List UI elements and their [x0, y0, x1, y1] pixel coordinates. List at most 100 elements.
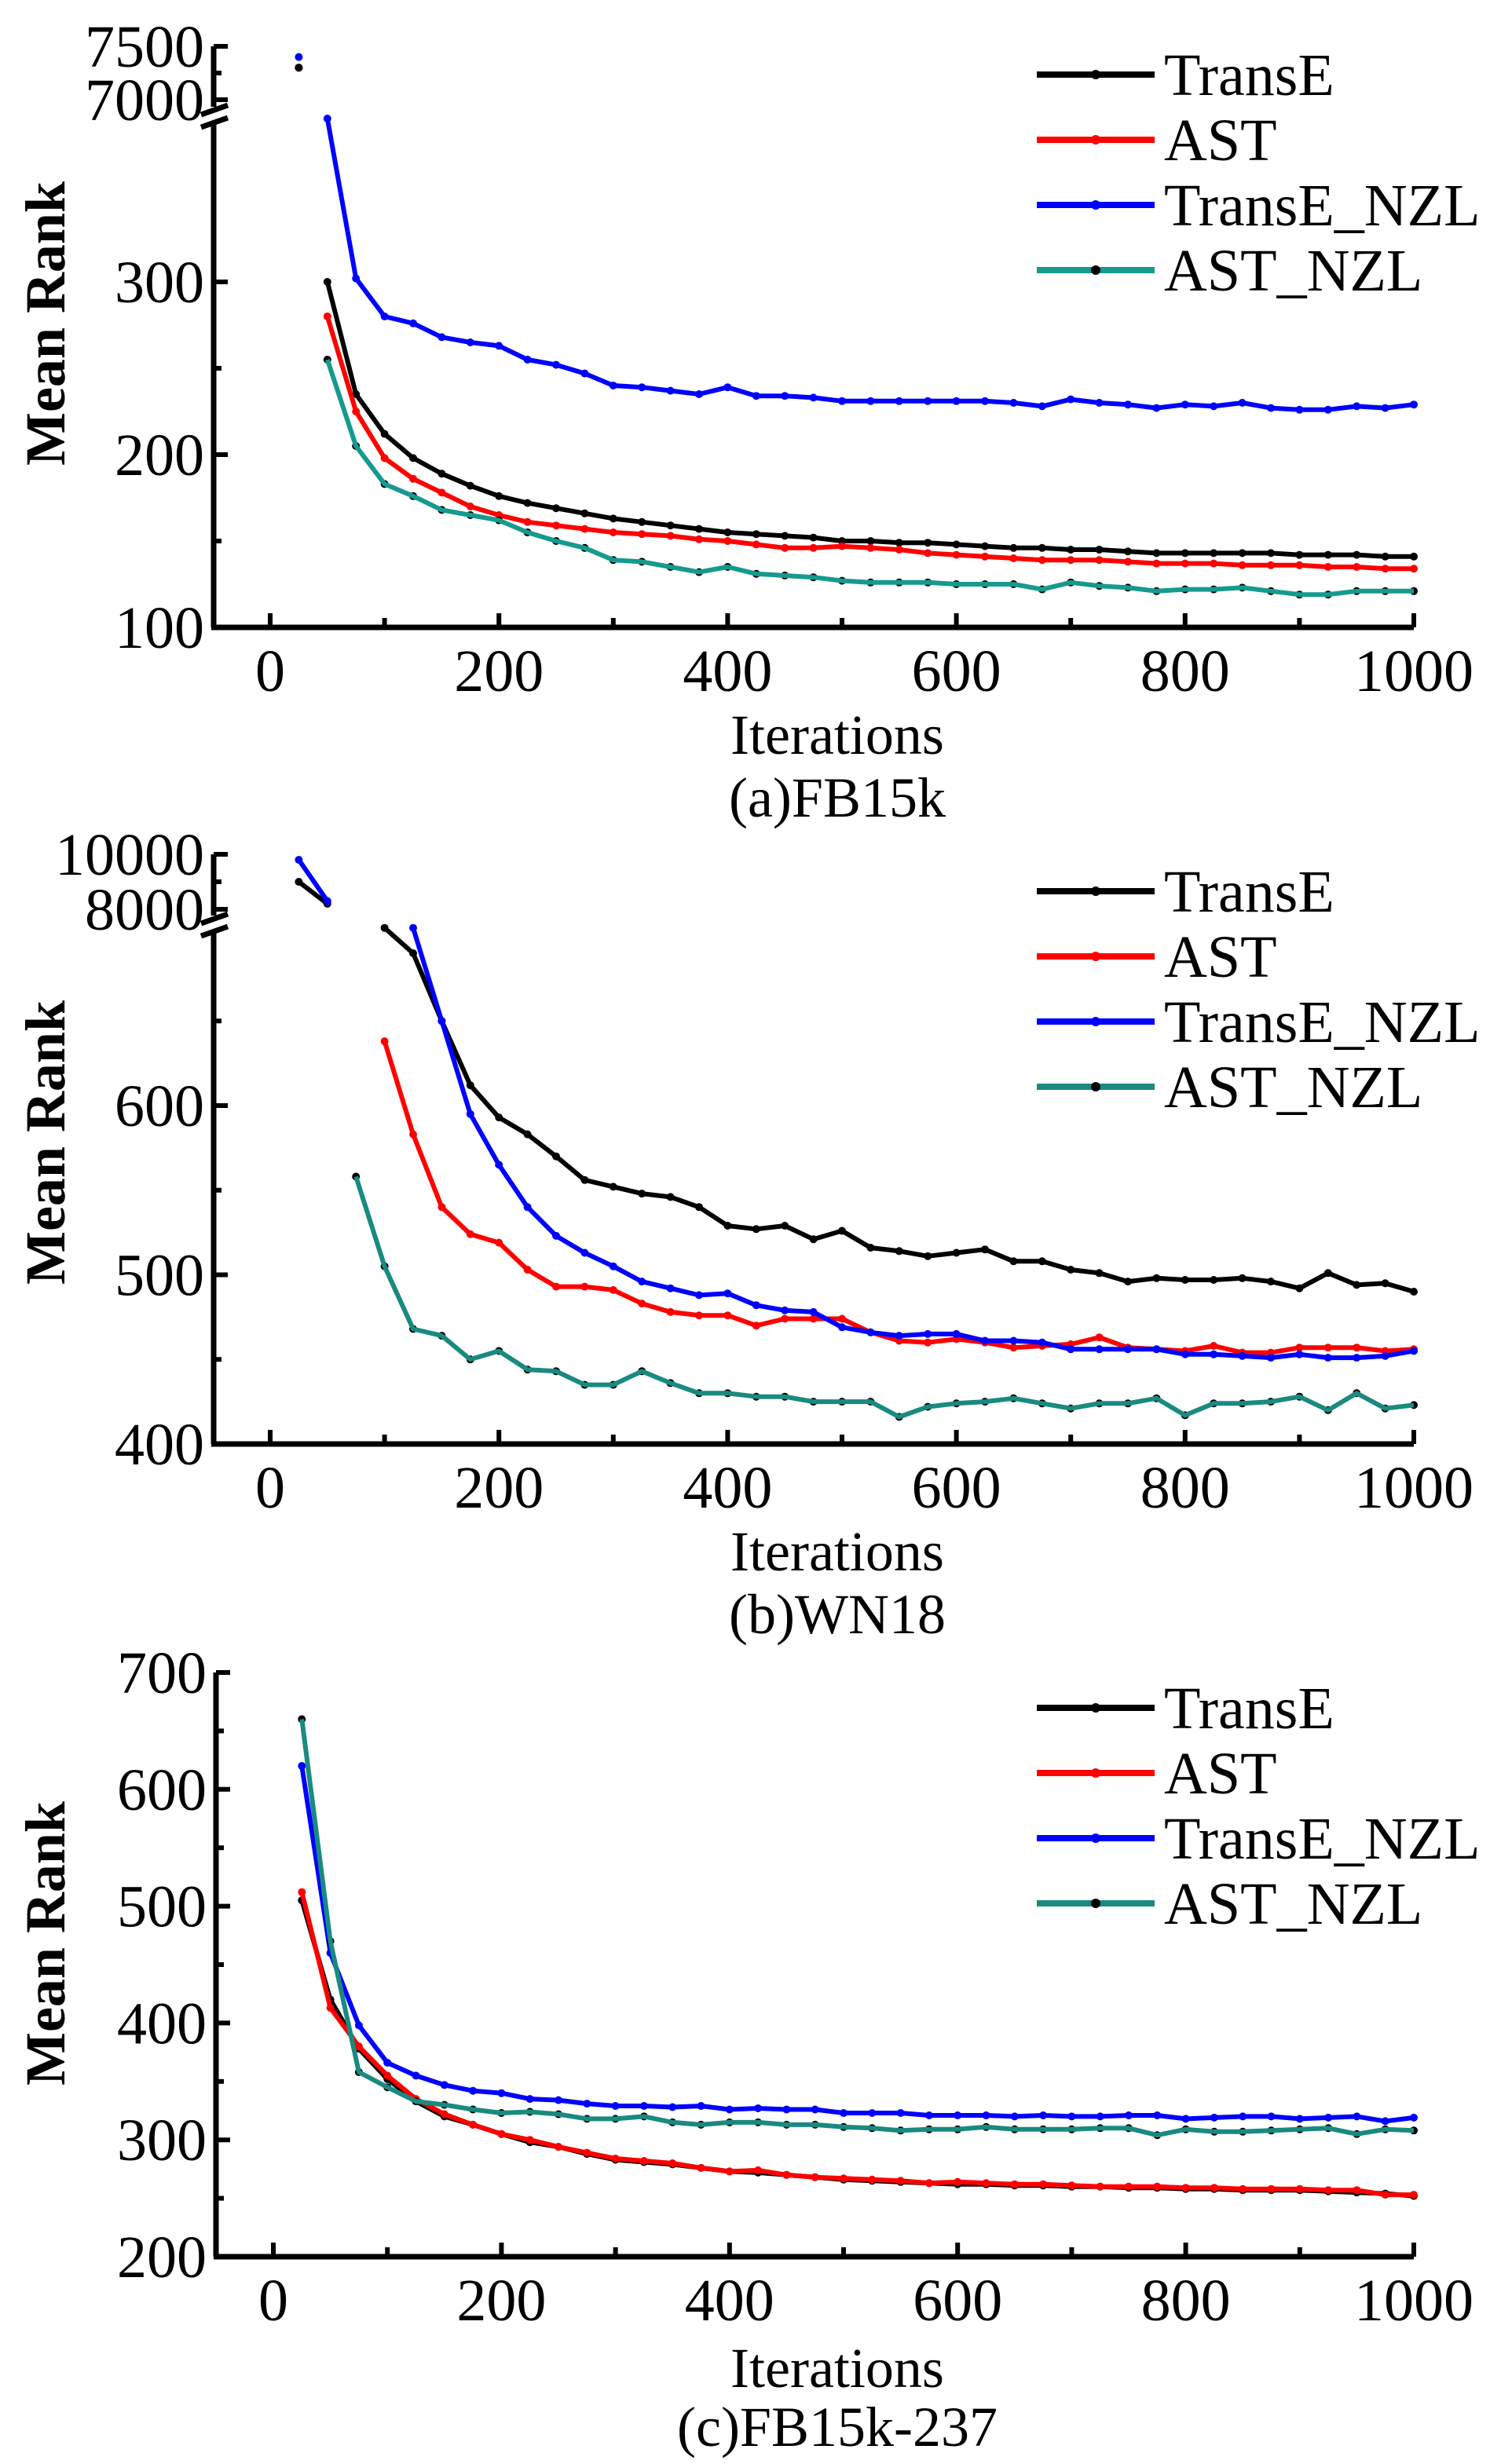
series-line [411, 927, 1415, 1361]
legend-marker [1091, 1768, 1100, 1778]
legend-label: AST [1164, 924, 1277, 990]
x-tick-label: 200 [454, 638, 544, 704]
axis-break-mark [200, 923, 229, 939]
y-tick-label: 7000 [85, 68, 204, 133]
y-tick-label: 500 [115, 1243, 204, 1309]
legend-item: AST [1037, 924, 1277, 990]
series-ast-nzl [352, 1172, 1418, 1421]
legend-item: AST_NZL [1037, 238, 1422, 304]
axis-break-mark [200, 102, 229, 118]
chart-caption: (c)FB15k-237 [677, 2396, 998, 2459]
legend-marker [1091, 200, 1100, 210]
y-tick-label: 200 [117, 2225, 207, 2290]
series-line [299, 1719, 1415, 2138]
legend-item: TransE_NZL [1037, 1806, 1481, 1872]
series-ast [295, 64, 1418, 573]
legend-label: TransE_NZL [1164, 1806, 1481, 1872]
x-tick-label: 800 [1140, 638, 1230, 704]
chart-caption: (a)FB15k [729, 766, 946, 829]
y-tick-label: 600 [117, 1757, 207, 1823]
legend-item: TransE [1037, 859, 1334, 925]
x-tick-label: 200 [454, 1455, 544, 1521]
x-tick-label: 1000 [1354, 2268, 1474, 2334]
y-tick-label: 700 [117, 1640, 207, 1706]
x-tick-label: 600 [913, 2268, 1002, 2334]
legend-item: AST [1037, 108, 1277, 174]
series-transe-nzl [298, 1762, 1418, 2126]
series-line [297, 879, 329, 906]
axis-break-mark [200, 911, 229, 927]
legend-marker [1091, 265, 1100, 275]
series-transe [298, 1896, 1418, 2200]
y-tick-label: 8000 [85, 877, 204, 943]
y-axis-title: Mean Rank [14, 181, 77, 466]
x-axis-title: Iterations [730, 1520, 944, 1583]
legend-label: AST_NZL [1164, 1871, 1422, 1937]
legend-label: TransE_NZL [1164, 173, 1481, 239]
data-point [295, 53, 303, 61]
legend-label: TransE_NZL [1164, 989, 1481, 1055]
data-point [295, 64, 303, 72]
series-ast [298, 1888, 1418, 2199]
legend-marker [1091, 1703, 1100, 1713]
legend-label: AST [1164, 1741, 1277, 1807]
x-tick-label: 800 [1140, 1455, 1230, 1521]
legend-item: AST [1037, 1741, 1277, 1807]
x-tick-label: 800 [1141, 2268, 1231, 2334]
legend-marker [1091, 1082, 1100, 1091]
legend-marker [1091, 70, 1100, 79]
x-tick-label: 400 [683, 638, 772, 704]
series-line [299, 1899, 1415, 2199]
x-tick-label: 1000 [1354, 1455, 1474, 1521]
y-tick-label: 200 [115, 422, 204, 488]
y-tick-label: 500 [117, 1874, 207, 1940]
series-ast-nzl [298, 1715, 1418, 2140]
x-axis-title: Iterations [730, 704, 944, 766]
y-tick-label: 7500 [85, 14, 204, 80]
y-tick-label: 10000 [55, 822, 204, 888]
x-tick-label: 400 [683, 1455, 772, 1521]
series-transe-nzl [295, 53, 1418, 414]
legend-marker [1091, 887, 1100, 896]
y-tick-label: 400 [115, 1412, 204, 1478]
x-tick-label: 0 [258, 2268, 288, 2334]
y-tick-label: 300 [117, 2108, 207, 2173]
series-line [324, 359, 1414, 598]
x-tick-label: 1000 [1354, 638, 1474, 704]
y-tick-label: 600 [115, 1073, 204, 1139]
legend-item: TransE [1037, 1676, 1334, 1742]
axis-break-mark [200, 115, 229, 130]
series-line [296, 858, 330, 903]
x-tick-label: 400 [685, 2268, 774, 2334]
y-axis-title: Mean Rank [14, 1000, 77, 1285]
legend-item: AST_NZL [1037, 1055, 1422, 1120]
y-tick-label: 100 [115, 595, 204, 661]
legend-label: TransE [1164, 42, 1334, 108]
series-line [299, 1765, 1415, 2124]
legend-label: AST_NZL [1164, 238, 1422, 304]
chart-caption: (b)WN18 [729, 1583, 946, 1646]
x-axis-title: Iterations [730, 2337, 944, 2400]
legend-label: AST [1164, 108, 1277, 174]
legend-label: AST_NZL [1164, 1055, 1422, 1120]
legend-marker [1091, 1899, 1100, 1908]
legend-item: TransE_NZL [1037, 989, 1481, 1055]
chart-panel-3: 0 200 400 600 800 1000 200 300 400 500 600 700 Trans… [14, 1640, 1481, 2459]
series-ast-nzl [295, 64, 1418, 599]
legend-marker [1091, 1017, 1100, 1026]
y-tick-label: 300 [115, 250, 204, 316]
y-axis-title: Mean Rank [14, 1801, 77, 2086]
legend-marker [1091, 1833, 1100, 1843]
legend-label: TransE [1164, 859, 1334, 925]
legend-item: AST_NZL [1037, 1871, 1422, 1937]
legend-marker [1091, 952, 1100, 961]
series-transe-nzl [295, 856, 1418, 1362]
series-line [353, 1175, 1415, 1420]
x-tick-label: 200 [456, 2268, 546, 2334]
